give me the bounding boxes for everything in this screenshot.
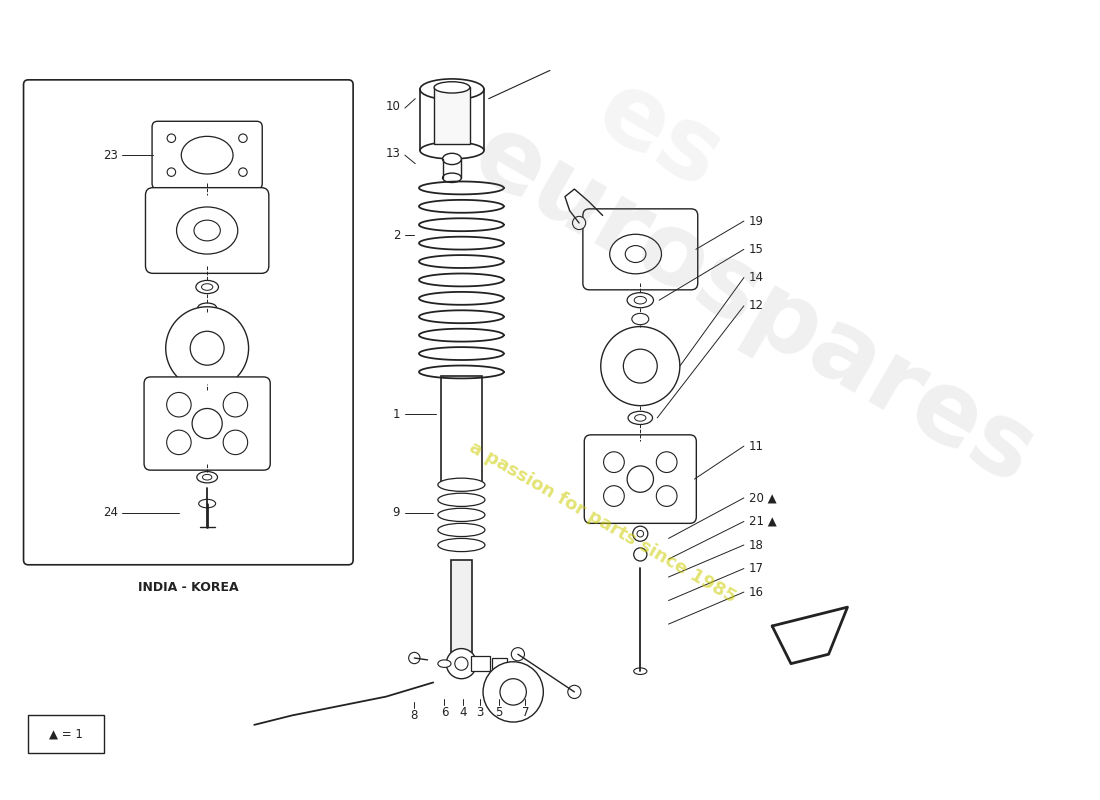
Ellipse shape — [420, 142, 484, 159]
Text: 21 ▲: 21 ▲ — [749, 515, 777, 528]
Text: 9: 9 — [393, 506, 400, 519]
FancyBboxPatch shape — [144, 377, 271, 470]
Ellipse shape — [182, 136, 233, 174]
Bar — [434, 87, 470, 144]
Text: 4: 4 — [460, 706, 467, 719]
Ellipse shape — [631, 314, 649, 325]
Text: INDIA - KOREA: INDIA - KOREA — [138, 581, 239, 594]
Ellipse shape — [196, 281, 219, 294]
Ellipse shape — [438, 660, 451, 667]
Ellipse shape — [434, 82, 470, 93]
Ellipse shape — [199, 499, 216, 508]
Bar — [441, 377, 482, 485]
Text: 6: 6 — [441, 706, 448, 719]
Circle shape — [512, 648, 525, 661]
Text: 24: 24 — [102, 506, 118, 519]
Circle shape — [604, 486, 625, 506]
Circle shape — [627, 466, 653, 492]
Circle shape — [634, 548, 647, 561]
Circle shape — [657, 486, 676, 506]
Text: 11: 11 — [749, 440, 763, 453]
Circle shape — [483, 662, 543, 722]
Text: eurospares: eurospares — [455, 106, 1052, 506]
Ellipse shape — [201, 284, 212, 290]
Ellipse shape — [202, 474, 212, 480]
Text: 16: 16 — [749, 586, 763, 598]
Ellipse shape — [438, 523, 485, 537]
Bar — [29, 715, 103, 753]
Circle shape — [454, 657, 467, 670]
FancyBboxPatch shape — [584, 435, 696, 523]
Circle shape — [192, 409, 222, 438]
Text: 7: 7 — [521, 706, 529, 719]
Circle shape — [568, 686, 581, 698]
Text: 20 ▲: 20 ▲ — [749, 491, 777, 505]
Circle shape — [166, 306, 249, 390]
Ellipse shape — [634, 668, 647, 674]
Text: es: es — [580, 62, 738, 210]
Ellipse shape — [609, 234, 661, 274]
Ellipse shape — [627, 293, 653, 308]
Text: 14: 14 — [749, 271, 763, 284]
Text: 19: 19 — [749, 214, 763, 227]
Bar — [451, 560, 472, 654]
Circle shape — [624, 349, 658, 383]
Bar — [471, 656, 490, 671]
Circle shape — [223, 430, 248, 454]
Ellipse shape — [438, 538, 485, 552]
Text: 1: 1 — [393, 408, 400, 421]
Ellipse shape — [420, 79, 484, 100]
Circle shape — [167, 430, 191, 454]
Text: 12: 12 — [749, 299, 763, 312]
Ellipse shape — [442, 154, 461, 165]
Text: ▲ = 1: ▲ = 1 — [50, 728, 82, 741]
Ellipse shape — [438, 494, 485, 506]
Circle shape — [657, 452, 676, 473]
Ellipse shape — [442, 173, 461, 182]
Text: 13: 13 — [385, 146, 400, 160]
Ellipse shape — [194, 220, 220, 241]
Text: 15: 15 — [749, 243, 763, 256]
Text: 23: 23 — [102, 149, 118, 162]
Ellipse shape — [625, 246, 646, 262]
Ellipse shape — [438, 478, 485, 491]
Circle shape — [167, 393, 191, 417]
Circle shape — [239, 134, 248, 142]
Circle shape — [167, 134, 176, 142]
Circle shape — [604, 452, 625, 473]
Text: 5: 5 — [495, 706, 503, 719]
Ellipse shape — [177, 207, 238, 254]
Text: 10: 10 — [385, 100, 400, 113]
Ellipse shape — [438, 508, 485, 522]
Circle shape — [637, 530, 644, 537]
Ellipse shape — [635, 414, 646, 421]
Circle shape — [223, 393, 248, 417]
Circle shape — [239, 168, 248, 176]
Circle shape — [632, 526, 648, 542]
FancyBboxPatch shape — [145, 188, 268, 274]
Circle shape — [447, 649, 476, 678]
Ellipse shape — [628, 411, 652, 425]
Text: 17: 17 — [749, 562, 763, 575]
Text: 18: 18 — [749, 538, 763, 551]
Ellipse shape — [635, 297, 647, 304]
Bar — [492, 658, 507, 670]
FancyBboxPatch shape — [23, 80, 353, 565]
Text: a passion for parts since 1985: a passion for parts since 1985 — [466, 438, 739, 606]
Circle shape — [572, 216, 585, 230]
Circle shape — [601, 326, 680, 406]
FancyBboxPatch shape — [583, 209, 697, 290]
Ellipse shape — [198, 303, 217, 313]
Circle shape — [190, 331, 224, 365]
Text: 3: 3 — [476, 706, 484, 719]
Circle shape — [409, 652, 420, 664]
Text: 8: 8 — [410, 709, 418, 722]
Text: 2: 2 — [393, 229, 400, 242]
Circle shape — [500, 678, 527, 705]
FancyBboxPatch shape — [152, 122, 262, 189]
Circle shape — [167, 168, 176, 176]
Ellipse shape — [197, 471, 218, 483]
